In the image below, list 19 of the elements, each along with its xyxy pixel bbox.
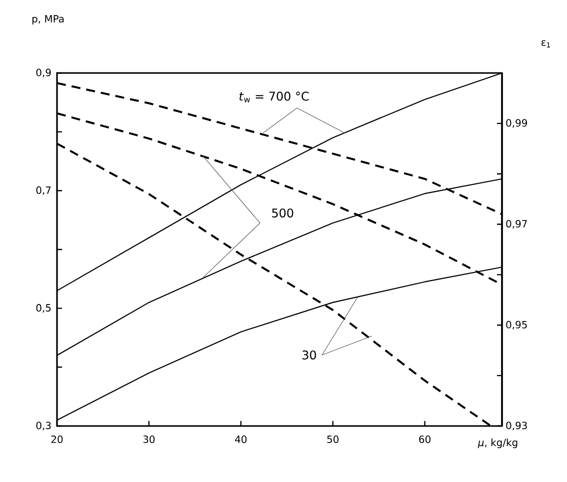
y-tick-label: 0,3 [36, 422, 51, 430]
x-axis-title: μ, kg/kg [478, 438, 518, 448]
y-axis-title: p, MPa [32, 15, 64, 24]
y2-tick-label: 0,99 [506, 119, 528, 128]
annotation: 30 [302, 350, 316, 360]
annotation: t$_{w}$ = 700 °C [239, 92, 309, 102]
x-tick-label: 40 [235, 435, 247, 444]
x-tick-label: 30 [143, 435, 155, 444]
x-tick-label: 50 [327, 435, 339, 444]
x-tick-label: 60 [419, 435, 430, 444]
y-tick-label: 0,7 [36, 186, 51, 195]
y2-tick-label: 0,97 [506, 220, 527, 229]
y-tick-label: 0,5 [36, 304, 51, 313]
y2-tick-label: 0,95 [506, 320, 527, 330]
y2-axis-title: ε$_{1}$ [541, 40, 550, 48]
annotation: 500 [272, 208, 294, 218]
y-tick-label: 0,9 [36, 68, 51, 78]
y2-tick-label: 0,93 [506, 422, 527, 430]
x-tick-label: 20 [51, 435, 63, 444]
